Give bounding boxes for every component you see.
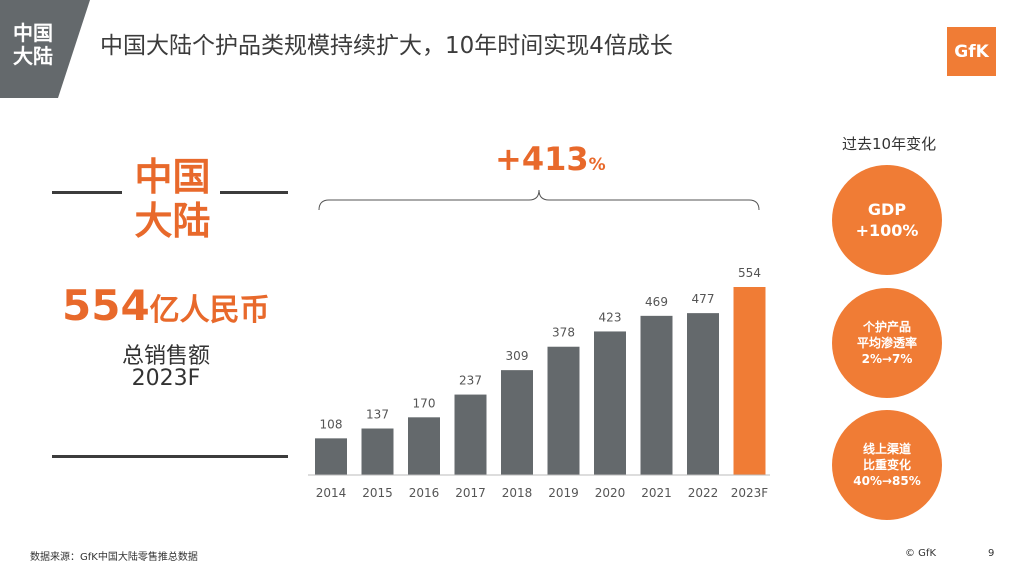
data-label-2016: 170 — [413, 396, 436, 410]
bar-2015 — [361, 428, 394, 475]
page-title: 中国大陆个护品类规模持续扩大，10年时间实现4倍成长 — [100, 33, 673, 59]
total-sales-value: 554亿人民币 — [62, 281, 270, 330]
stat-circle-online: 线上渠道 比重变化 40%→85% — [832, 410, 942, 520]
data-label-2020: 423 — [599, 310, 622, 324]
region-heading-line2: 大陆 — [134, 199, 211, 243]
tick-label-2014: 2014 — [316, 486, 347, 500]
data-label-2014: 108 — [320, 417, 343, 431]
divider-left-top — [52, 191, 122, 194]
stat-circle-penetration-line1: 个护产品 — [862, 320, 911, 334]
growth-value: +413 — [495, 140, 589, 178]
bar-2016 — [408, 417, 440, 475]
bar-2020 — [594, 331, 626, 475]
stat-circle-gdp: GDP +100% — [832, 165, 942, 275]
data-label-2021: 469 — [645, 295, 668, 309]
bar-2014 — [315, 438, 347, 475]
page-number: 9 — [988, 548, 995, 559]
tick-label-2016: 2016 — [409, 486, 440, 500]
divider-right-top — [220, 191, 288, 194]
sales-label: 总销售额 — [121, 344, 210, 369]
region-tag-line2: 大陆 — [13, 44, 53, 68]
growth-unit: % — [588, 155, 606, 175]
stat-circle-penetration-line2: 平均渗透率 — [856, 336, 917, 350]
tick-label-2021: 2021 — [641, 486, 672, 500]
data-label-2019: 378 — [552, 326, 575, 340]
footer-source: 数据来源：GfK中国大陆零售推总数据 — [30, 552, 198, 563]
tick-label-2018: 2018 — [502, 486, 533, 500]
bar-2022 — [687, 313, 719, 475]
data-label-2015: 137 — [366, 408, 389, 422]
data-label-2017: 237 — [459, 374, 482, 388]
change-title: 过去10年变化 — [842, 135, 937, 153]
stat-circle-gdp-line2: +100% — [855, 221, 919, 240]
tick-label-2017: 2017 — [455, 486, 486, 500]
tick-label-2020: 2020 — [595, 486, 626, 500]
data-label-2018: 309 — [506, 349, 529, 363]
tick-label-2015: 2015 — [362, 486, 393, 500]
divider-bottom — [52, 455, 288, 458]
bar-2023F — [733, 287, 766, 475]
bar-2017 — [454, 394, 487, 475]
bar-2018 — [501, 370, 533, 475]
stat-circle-online-line3: 40%→85% — [853, 474, 921, 488]
region-heading-line1: 中国 — [134, 155, 211, 199]
stat-circle-online-line1: 线上渠道 — [862, 442, 911, 456]
footer-copyright: © GfK — [905, 548, 937, 559]
region-tag-line1: 中国 — [13, 21, 53, 45]
tick-label-2023F: 2023F — [731, 486, 769, 500]
sales-year: 2023F — [131, 366, 201, 391]
bar-2021 — [640, 315, 673, 475]
growth-bracket — [318, 189, 760, 211]
stat-circle-gdp-line1: GDP — [867, 200, 907, 219]
tick-label-2019: 2019 — [548, 486, 579, 500]
data-label-2022: 477 — [692, 292, 715, 306]
stat-circle-penetration: 个护产品 平均渗透率 2%→7% — [832, 288, 942, 398]
growth-label: +413% — [495, 140, 606, 178]
sales-number: 554 — [62, 281, 150, 330]
stat-circle-penetration-line3: 2%→7% — [861, 352, 913, 366]
data-label-2023F: 554 — [738, 266, 761, 280]
stat-circle-online-line2: 比重变化 — [862, 458, 911, 472]
tick-label-2022: 2022 — [688, 486, 719, 500]
bar-2019 — [547, 346, 580, 475]
sales-unit: 亿人民币 — [149, 293, 270, 328]
gfk-logo: GfK — [947, 27, 996, 76]
